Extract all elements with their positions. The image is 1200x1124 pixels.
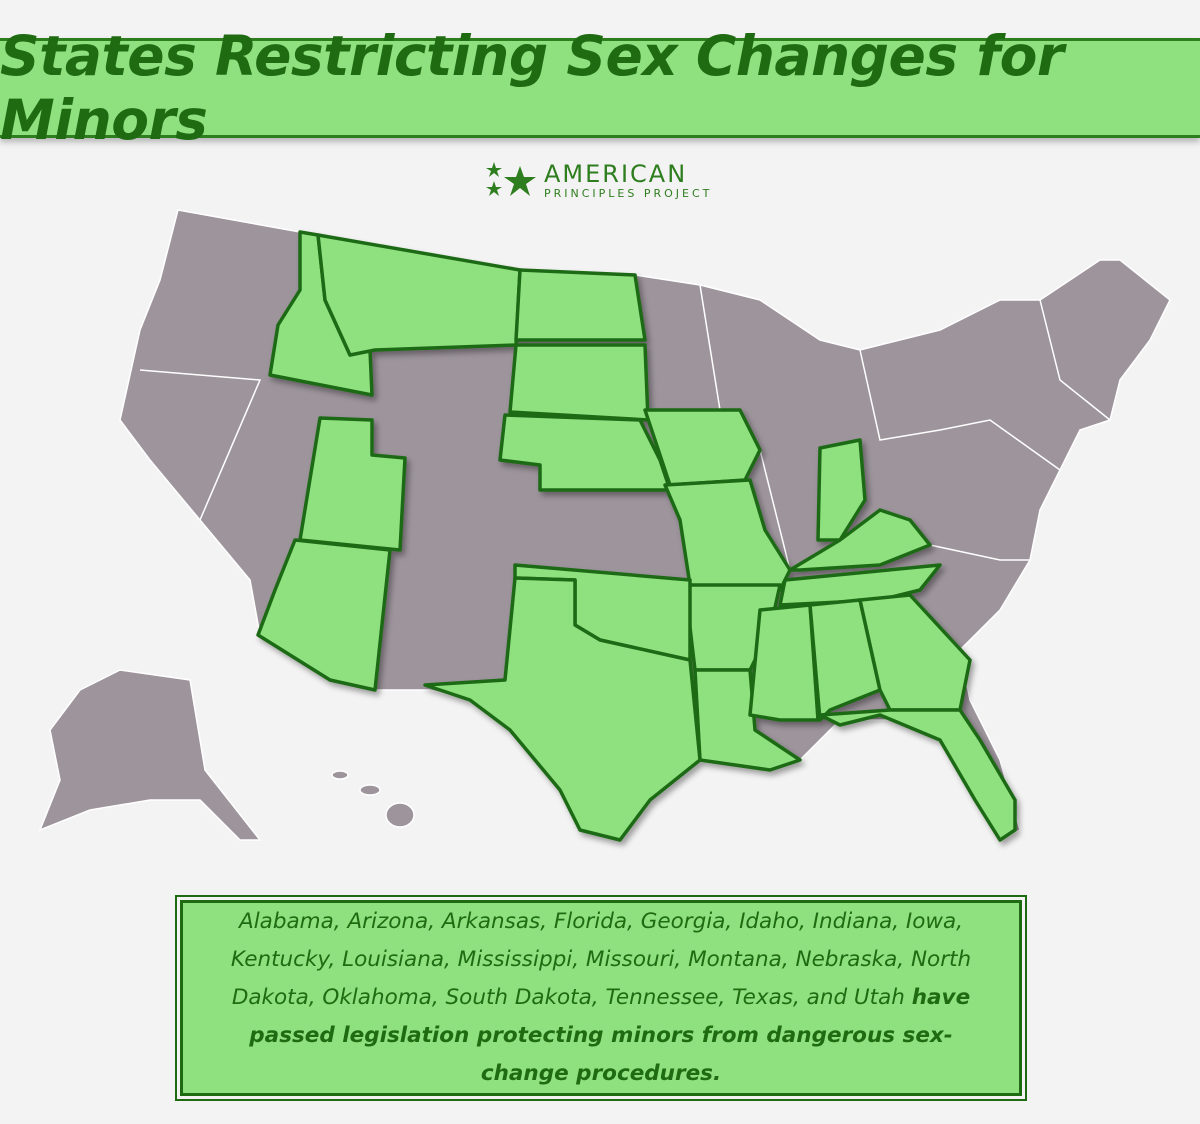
florida <box>818 708 1017 842</box>
caption-emphasis: have passed legislation protecting minor… <box>249 985 971 1086</box>
border <box>139 369 262 521</box>
caption-text: Alabama, Arizona, Arkansas, Florida, Geo… <box>230 909 972 1010</box>
alaska <box>38 669 262 841</box>
kentucky <box>788 508 932 572</box>
us-map <box>38 209 1171 842</box>
hawaii <box>331 770 349 780</box>
border <box>929 544 1030 561</box>
logo: AMERICAN PRINCIPLES PROJECT <box>484 160 712 200</box>
north-dakota <box>514 268 647 342</box>
title-bar: States Restricting Sex Changes for Minor… <box>0 24 1200 152</box>
logo-subname: PRINCIPLES PROJECT <box>544 186 713 200</box>
logo-stars <box>486 162 536 196</box>
border <box>1039 299 1111 421</box>
hawaii <box>385 802 415 828</box>
hawaii <box>359 784 381 796</box>
border <box>859 349 1061 471</box>
logo-name: AMERICAN <box>544 159 688 188</box>
caption: Alabama, Arizona, Arkansas, Florida, Geo… <box>207 903 995 1093</box>
alabama <box>808 598 882 722</box>
caption-box: Alabama, Arizona, Arkansas, Florida, Geo… <box>180 900 1022 1096</box>
title: States Restricting Sex Changes for Minor… <box>0 24 1064 152</box>
mississippi <box>748 603 820 722</box>
indiana <box>816 438 867 542</box>
arizona <box>256 538 392 692</box>
restricting-states <box>256 230 1017 842</box>
iowa <box>643 408 762 487</box>
montana <box>316 233 522 357</box>
texas <box>423 576 702 842</box>
south-dakota <box>508 343 650 422</box>
nebraska <box>498 413 672 492</box>
